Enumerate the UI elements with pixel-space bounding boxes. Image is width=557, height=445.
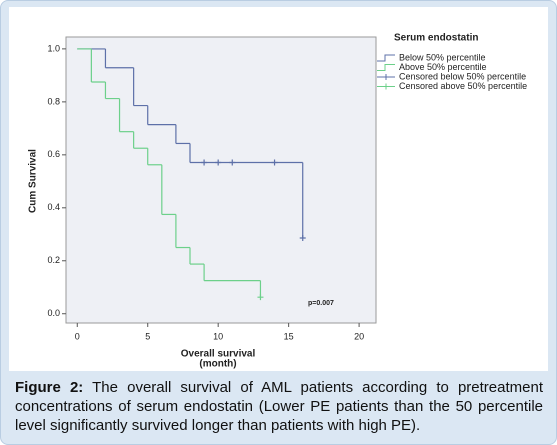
x-axis-label: Overall survival: [181, 349, 256, 360]
censor-mark: [257, 294, 264, 301]
censor-mark: [229, 159, 236, 166]
y-axis-label: Cum Survival: [28, 149, 39, 213]
legend-swatch: [377, 54, 395, 62]
x-tick-label: 15: [284, 331, 294, 341]
legend-label: Censored below 50% percentile: [399, 71, 526, 81]
y-tick-label: 0.2: [47, 255, 60, 265]
x-axis-label: (month): [199, 359, 236, 370]
legend-swatch: [377, 83, 395, 90]
caption-label: Figure 2:: [15, 379, 84, 396]
y-tick-label: 0.8: [47, 96, 60, 106]
censor-mark: [215, 159, 222, 166]
legend-label: Censored above 50% percentile: [399, 81, 527, 91]
legend-label: Below 50% percentile: [399, 52, 486, 62]
caption: Figure 2: The overall survival of AML pa…: [15, 378, 543, 435]
legend-label: Above 50% percentile: [399, 62, 487, 72]
y-tick-label: 0.0: [47, 308, 60, 318]
plot-area: [65, 36, 377, 324]
x-tick-label: 20: [354, 331, 364, 341]
legend-swatch: [377, 64, 395, 71]
legend-swatch: [377, 74, 395, 80]
censor-mark: [299, 234, 306, 241]
censor-mark: [271, 159, 278, 166]
y-tick-label: 1.0: [47, 43, 60, 53]
caption-text: The overall survival of AML patients acc…: [15, 379, 543, 434]
x-tick-label: 5: [145, 331, 150, 341]
x-tick-label: 0: [75, 331, 80, 341]
y-tick-label: 0.6: [47, 149, 60, 159]
y-tick-label: 0.4: [47, 202, 60, 212]
annotation: p=0.007: [308, 300, 334, 307]
chart: Cum Survival Overall survival (month) Se…: [9, 7, 548, 371]
censor-mark: [201, 159, 208, 166]
legend-title: Serum endostatin: [394, 33, 478, 44]
x-tick-label: 10: [213, 331, 223, 341]
